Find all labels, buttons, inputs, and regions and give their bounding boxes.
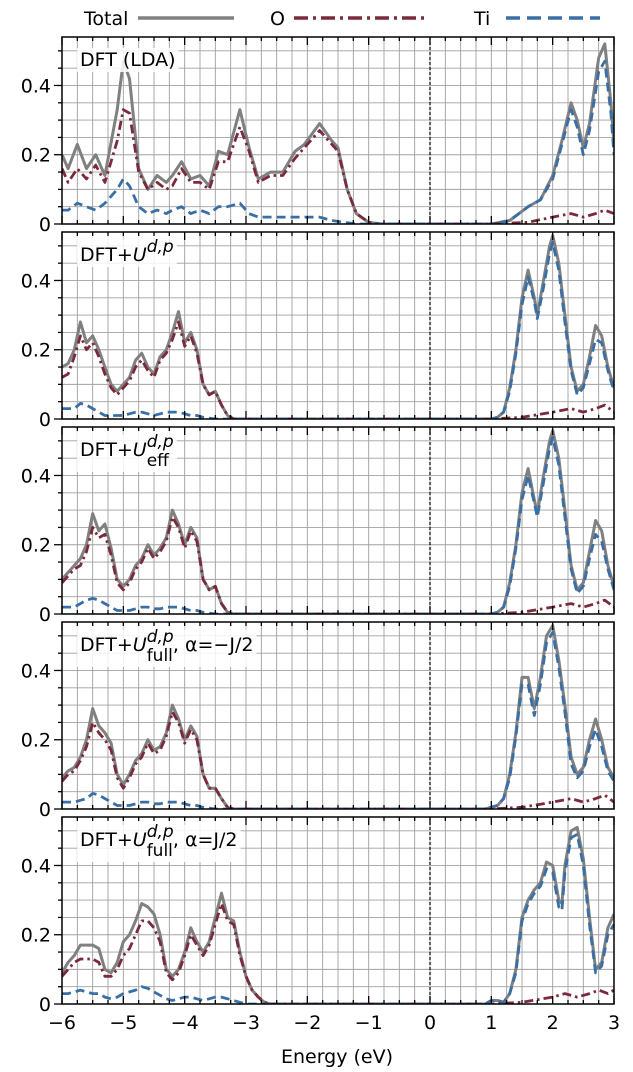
y-tick-label: 0.4: [21, 660, 51, 682]
panel-label-tail: , α=−J/2: [173, 634, 254, 656]
panel-label-base: DFT+: [80, 439, 133, 461]
x-tick-label: 0: [424, 1012, 436, 1034]
y-tick-label: 0.4: [21, 270, 51, 292]
x-tick-label: −1: [355, 1012, 383, 1034]
legend-label-o: O: [270, 8, 285, 30]
panel-label-background: [77, 431, 177, 472]
legend-label-total: Total: [83, 8, 128, 30]
grid: [61, 622, 615, 810]
panel-label-u: U: [133, 829, 147, 851]
panel-label-background: [77, 626, 257, 667]
panel-label-tail: , α=J/2: [173, 829, 238, 851]
x-axis-label: Energy (eV): [281, 1046, 393, 1068]
panel-2: 0 0.2 0.4 DFT+Ud,p: [21, 231, 615, 431]
panel-label: DFT+Ud,p full, α=J/2: [80, 822, 238, 861]
panel-label-u: U: [133, 439, 147, 461]
y-tick-label: 0.4: [21, 465, 51, 487]
series-ti-line: [62, 631, 614, 809]
series-total-line: [62, 234, 614, 419]
series-ti-line: [62, 832, 614, 1004]
panel-5: 0 0.2 0.4 DFT+Ud,p full, α=J/2 −6 −5 −4 −3 −2 −1 0 1…: [21, 816, 620, 1034]
legend: Total O Ti: [83, 8, 600, 30]
x-tick-label: −3: [232, 1012, 260, 1034]
panel-label-base: DFT (LDA): [80, 49, 176, 71]
panel-label-base: DFT+: [80, 829, 133, 851]
panel-label-u: U: [133, 634, 147, 656]
panel-label: DFT+Ud,p full, α=−J/2: [80, 627, 253, 666]
panel-label-sup: d,p: [147, 822, 174, 842]
y-tick-label: 0: [39, 214, 51, 236]
series-ti-line: [62, 436, 614, 614]
x-tick-label: −5: [109, 1012, 137, 1034]
panel-label-base: DFT+: [80, 244, 133, 266]
y-tick-label: 0.2: [21, 925, 51, 947]
panel-label: DFT (LDA): [80, 49, 176, 71]
y-tick-label: 0.2: [21, 535, 51, 557]
x-tick-label: −4: [171, 1012, 199, 1034]
legend-label-ti: Ti: [473, 8, 490, 30]
panel-4: 0 0.2 0.4 DFT+Ud,p full, α=−J/2: [21, 621, 615, 821]
x-tick-label: 2: [547, 1012, 559, 1034]
x-tick-label: −2: [293, 1012, 321, 1034]
x-tick-label: 3: [608, 1012, 620, 1034]
series-total-line: [62, 825, 614, 1004]
x-tick-label: 1: [485, 1012, 497, 1034]
y-tick-label: 0.2: [21, 145, 51, 167]
panel-label: DFT+Ud,p: [80, 237, 174, 266]
y-tick-label: 0.4: [21, 75, 51, 97]
panel-label-background: [77, 236, 177, 267]
x-tick-label: −6: [48, 1012, 76, 1034]
y-tick-label: 0: [39, 409, 51, 431]
y-tick-label: 0.2: [21, 340, 51, 362]
y-tick-label: 0.4: [21, 855, 51, 877]
panel-label-u: U: [133, 244, 147, 266]
y-tick-label: 0: [39, 994, 51, 1016]
y-tick-label: 0.2: [21, 730, 51, 752]
panel-label-background: [77, 48, 179, 72]
series-o-line: [62, 902, 614, 1004]
panel-label-sub: eff: [147, 451, 170, 471]
series-group: [62, 825, 614, 1004]
y-tick-label: 0: [39, 604, 51, 626]
series-ti-line: [62, 59, 614, 224]
panel-label-sup: d,p: [147, 627, 174, 647]
y-tick-label: 0: [39, 799, 51, 821]
panel-label-background: [77, 821, 241, 862]
panel-1: 0 0.2 0.4 DFT (LDA): [21, 36, 615, 236]
panel-label-base: DFT+: [80, 634, 133, 656]
panel-label-sup: d,p: [147, 432, 174, 452]
panel-label-sub: full: [147, 841, 173, 861]
panel-label: DFT+Ud,p eff: [80, 432, 174, 471]
panel-label-sub: full: [147, 646, 173, 666]
panel-label-sup: d,p: [147, 237, 174, 257]
panel-3: 0 0.2 0.4 DFT+Ud,p eff: [21, 426, 615, 626]
